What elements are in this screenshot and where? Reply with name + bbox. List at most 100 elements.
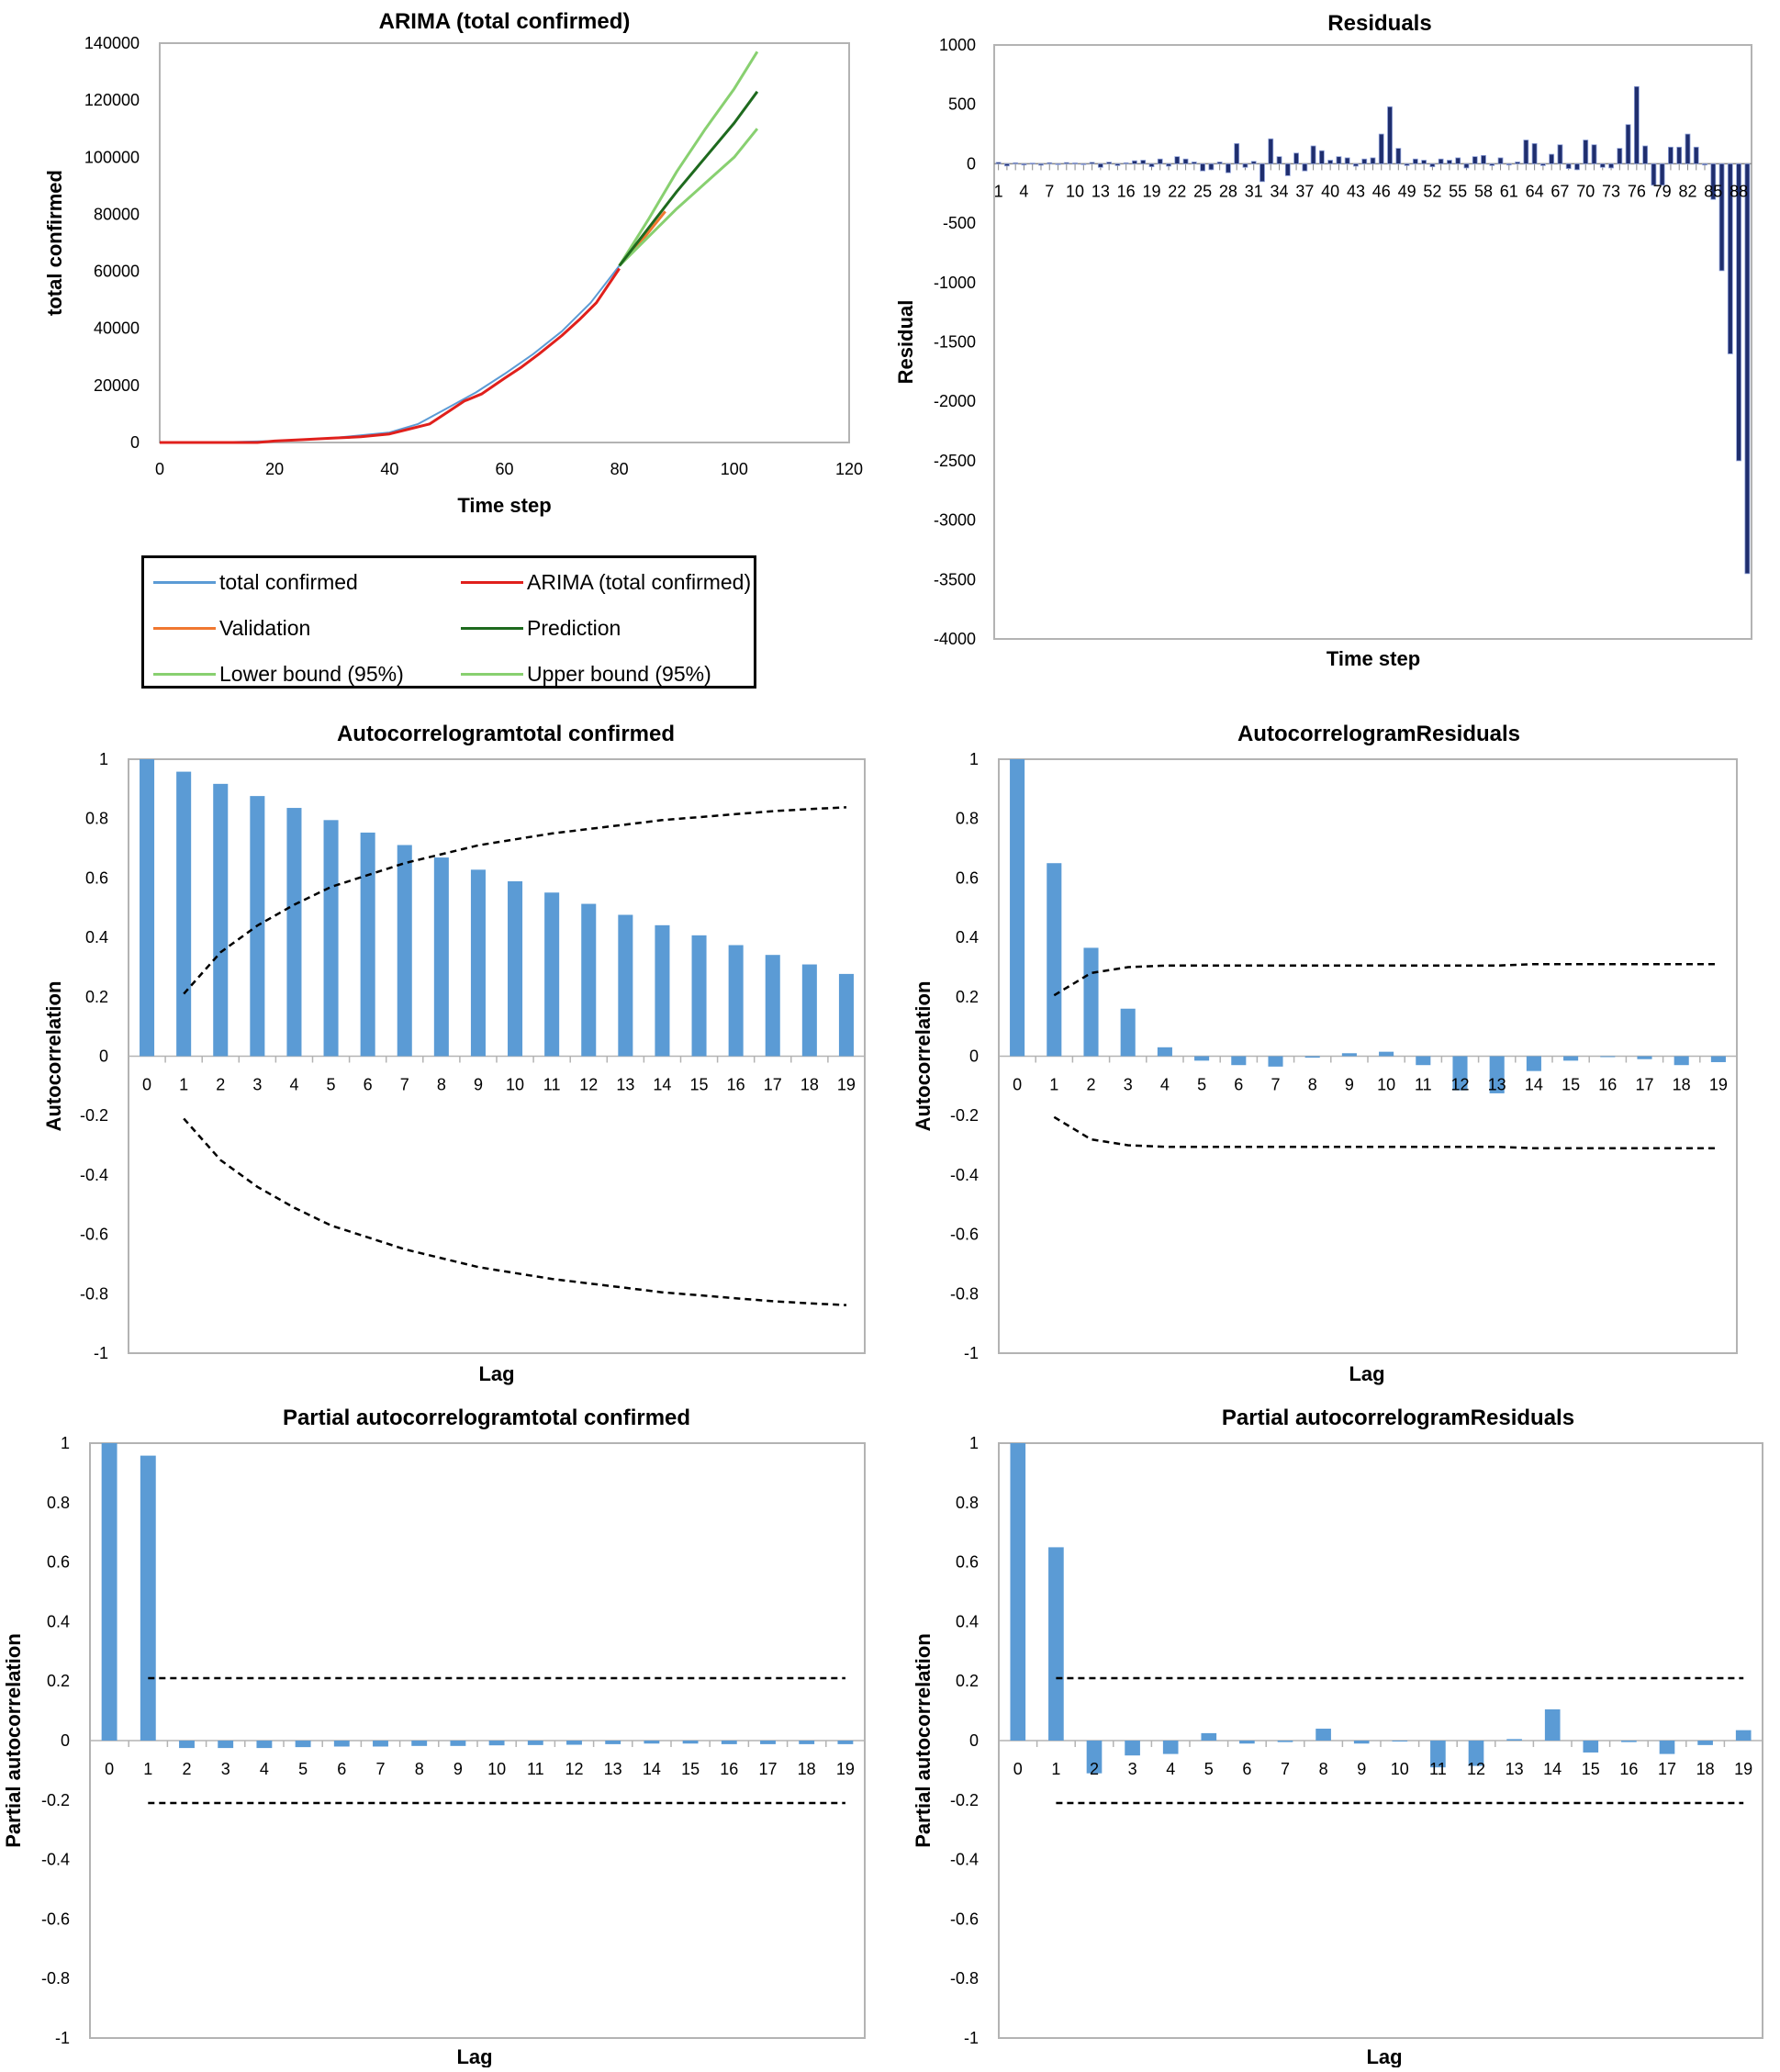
residual-bar <box>1710 162 1717 200</box>
residuals-xtick-label: 55 <box>1449 182 1467 200</box>
residuals-xtick-label: 34 <box>1271 182 1289 200</box>
pacf-total-xtick-label: 11 <box>527 1760 544 1778</box>
pacf-total-bar <box>799 1741 815 1744</box>
acf-total-bar <box>544 892 560 1057</box>
pacf-total-xtick-label: 15 <box>681 1760 700 1778</box>
acf-resid-ytick-label: 0.6 <box>956 868 979 887</box>
pacf-resid-xtick-label: 16 <box>1619 1760 1638 1778</box>
pacf-total-ytick-label: 0.8 <box>47 1494 70 1512</box>
residuals-xtick-label: 22 <box>1168 182 1186 200</box>
pacf-resid-bar <box>1697 1741 1713 1745</box>
acf-total-xtick-label: 5 <box>327 1076 336 1094</box>
arima-title: ARIMA (total confirmed) <box>379 9 631 34</box>
acf-total-bar <box>176 771 192 1057</box>
residual-bar <box>1736 162 1741 462</box>
residuals-xtick-label: 79 <box>1653 182 1672 200</box>
residuals-ytick-label: -2500 <box>934 452 976 470</box>
residual-bar <box>1515 162 1520 164</box>
pacf-resid-xtick-label: 13 <box>1506 1760 1524 1778</box>
acf-total-xtick-label: 12 <box>579 1076 598 1094</box>
residuals-xtick-label: 46 <box>1372 182 1391 200</box>
pacf-total-xtick-label: 13 <box>604 1760 622 1778</box>
acf-resid-xtick-label: 9 <box>1345 1076 1354 1094</box>
residual-bar <box>1718 162 1725 272</box>
pacf-total-bar <box>837 1741 854 1744</box>
arima-ytick-label: 20000 <box>94 376 140 395</box>
residual-bar <box>1336 156 1342 164</box>
residual-bar <box>1727 162 1733 354</box>
pacf-total-xtick-label: 7 <box>375 1760 385 1778</box>
acf-total-ytick-label: 0.6 <box>85 868 108 887</box>
residuals-ytick-label: -500 <box>943 214 976 232</box>
pacf-resid-bar <box>1048 1547 1064 1741</box>
pacf-total-bar <box>644 1741 660 1744</box>
residual-bar <box>1208 162 1215 171</box>
residuals-xtick-label: 88 <box>1730 182 1748 200</box>
pacf-total-xtick-label: 16 <box>720 1760 738 1778</box>
pacf-resid-xtick-label: 6 <box>1242 1760 1251 1778</box>
pacf-total-xtick-label: 10 <box>487 1760 506 1778</box>
residuals-ytick-label: 0 <box>967 154 976 173</box>
pacf-total-bar <box>256 1741 273 1749</box>
pacf-resid-xtick-label: 2 <box>1090 1760 1099 1778</box>
acf-total-xtick-label: 17 <box>764 1076 782 1094</box>
residuals-ytick-label: -1000 <box>934 274 976 292</box>
acf-total-bar <box>581 903 597 1057</box>
residuals-xtick-label: 52 <box>1423 182 1441 200</box>
legend-item-validation: Validation <box>153 614 310 642</box>
residual-bar <box>1174 156 1181 164</box>
residual-bar <box>1114 162 1121 166</box>
residual-bar <box>1591 144 1597 164</box>
pacf-resid-ytick-label: -0.4 <box>950 1851 979 1869</box>
pacf-total-xtick-label: 2 <box>182 1760 191 1778</box>
acf-resid-xtick-label: 2 <box>1086 1076 1095 1094</box>
acf-resid-ytick-label: -0.4 <box>950 1166 979 1184</box>
pacf-resid-bar <box>1621 1741 1637 1742</box>
residual-bar <box>1625 124 1631 164</box>
residual-bar <box>1310 145 1316 164</box>
legend-item-upper-bound: Upper bound (95%) <box>461 660 711 688</box>
acf-resid-confidence-upper <box>1053 962 1718 997</box>
pacf-resid-ytick-label: -0.8 <box>950 1969 979 1988</box>
pacf-resid-bar <box>1315 1729 1331 1741</box>
residual-bar <box>1004 162 1010 167</box>
arima-ytick-label: 0 <box>130 433 140 452</box>
pacf-resid-bar <box>1735 1730 1752 1741</box>
pacf-resid-xtick-label: 7 <box>1281 1760 1290 1778</box>
pacf-total-ytick-label: -1 <box>55 2029 70 2047</box>
residual-bar <box>1642 145 1649 164</box>
legend-line-arima <box>461 580 523 584</box>
acf-total-bar <box>470 869 486 1057</box>
acf-resid-xtick-label: 0 <box>1013 1076 1022 1094</box>
acf-resid-ylabel: Autocorrelation <box>912 981 935 1132</box>
residual-bar <box>1234 143 1240 164</box>
pacf-resid-ytick-label: 0.2 <box>956 1672 979 1690</box>
pacf-total-bar <box>101 1443 118 1741</box>
pacf-total-ytick-label: 0.6 <box>47 1553 70 1572</box>
legend-label-arima: ARIMA (total confirmed) <box>527 569 752 594</box>
acf-resid-bar <box>1268 1056 1283 1067</box>
pacf-total-xtick-label: 4 <box>260 1760 269 1778</box>
acf-resid-ytick-label: 1 <box>969 750 979 768</box>
legend-line-total-confirmed <box>153 580 216 584</box>
residual-bar <box>1438 158 1444 164</box>
acf-resid-ytick-label: -0.8 <box>950 1284 979 1303</box>
residual-bar <box>1481 154 1486 164</box>
legend-label-upper-bound: Upper bound (95%) <box>527 661 711 686</box>
acf-resid-bar <box>1157 1047 1172 1057</box>
residual-bar <box>1693 146 1699 164</box>
residuals-xtick-label: 31 <box>1245 182 1263 200</box>
acf-total-ytick-label: -1 <box>94 1344 108 1362</box>
residual-bar <box>1557 144 1563 164</box>
residuals-xtick-label: 1 <box>994 182 1003 200</box>
acf-total-xtick-label: 8 <box>437 1076 446 1094</box>
acf-total-xtick-label: 9 <box>474 1076 483 1094</box>
pacf-resid-bar <box>1544 1708 1561 1741</box>
residual-bar <box>1617 148 1623 164</box>
acf-total-bar <box>213 783 229 1057</box>
pacf-total-ytick-label: 0.2 <box>47 1672 70 1690</box>
arima-ytick-label: 140000 <box>84 34 140 52</box>
acf-resid-xtick-label: 6 <box>1234 1076 1243 1094</box>
acf-total-bar <box>397 845 412 1057</box>
